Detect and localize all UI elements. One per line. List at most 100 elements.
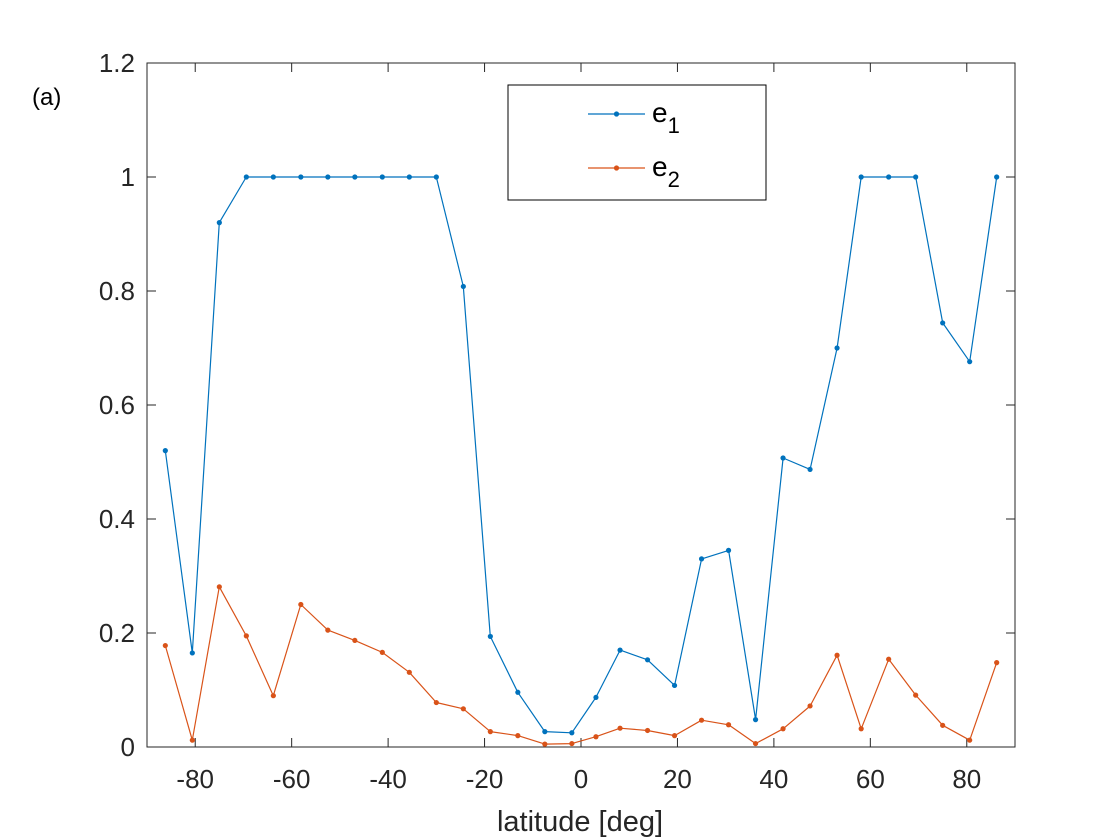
data-point bbox=[216, 220, 222, 226]
data-point bbox=[617, 725, 623, 731]
data-point bbox=[542, 729, 548, 735]
data-point bbox=[162, 642, 168, 649]
data-point bbox=[298, 174, 304, 180]
y-tick-label: 1 bbox=[121, 162, 135, 192]
series-layer bbox=[162, 174, 1000, 747]
y-tick-label: 0.8 bbox=[99, 276, 135, 306]
data-point bbox=[834, 652, 840, 658]
x-tick-label: 80 bbox=[952, 764, 981, 794]
data-point bbox=[994, 174, 1000, 180]
data-point bbox=[725, 722, 732, 728]
x-tick-label: 0 bbox=[574, 764, 588, 794]
series-e2 bbox=[162, 584, 1000, 747]
data-point bbox=[940, 722, 946, 728]
x-tick-label: -20 bbox=[466, 764, 504, 794]
data-point bbox=[593, 694, 599, 701]
data-point bbox=[433, 174, 439, 180]
data-point bbox=[967, 737, 973, 743]
series-line bbox=[164, 176, 998, 734]
data-point bbox=[752, 717, 759, 723]
y-tick-label: 0.4 bbox=[99, 504, 135, 534]
legend-entry: e2 bbox=[652, 151, 680, 192]
data-point bbox=[189, 737, 195, 743]
panel-label: (a) bbox=[32, 84, 61, 111]
y-tick-label: 1.2 bbox=[99, 48, 135, 78]
data-point bbox=[780, 726, 786, 732]
data-point bbox=[913, 692, 919, 698]
data-point bbox=[406, 174, 412, 180]
data-point bbox=[834, 345, 840, 351]
y-ticks: 0 0.2 0.4 0.6 0.8 1 1.2 bbox=[99, 48, 1015, 762]
data-point bbox=[780, 455, 786, 461]
data-point bbox=[487, 729, 493, 735]
x-tick-label: 40 bbox=[759, 764, 788, 794]
x-axis-label: latitude [deg] bbox=[497, 806, 663, 838]
y-tick-label: 0.6 bbox=[99, 390, 135, 420]
data-point bbox=[807, 703, 813, 709]
y-tick-label: 0.2 bbox=[99, 618, 135, 648]
legend-swatch-marker bbox=[613, 165, 620, 171]
legend-entry-name: e bbox=[652, 97, 668, 128]
legend-entry-subscript: 1 bbox=[668, 113, 680, 138]
data-point bbox=[515, 689, 521, 695]
data-point bbox=[379, 649, 385, 655]
legend-entry-subscript: 2 bbox=[668, 167, 680, 192]
data-point bbox=[487, 633, 493, 640]
data-point bbox=[379, 174, 385, 180]
data-point bbox=[967, 359, 973, 365]
legend-box bbox=[507, 84, 767, 201]
data-point bbox=[406, 669, 412, 675]
data-point bbox=[325, 174, 331, 180]
data-point bbox=[858, 726, 864, 732]
data-point bbox=[858, 174, 864, 180]
data-point bbox=[671, 733, 678, 739]
data-point bbox=[644, 657, 651, 663]
data-point bbox=[569, 740, 575, 747]
data-point bbox=[752, 740, 759, 747]
x-ticks: -80 -60 -40 -20 0 20 40 60 80 bbox=[176, 63, 981, 794]
legend-entry: e1 bbox=[652, 97, 680, 138]
data-point bbox=[569, 730, 575, 736]
data-point bbox=[940, 320, 946, 326]
data-point bbox=[460, 283, 466, 290]
x-tick-label: -80 bbox=[176, 764, 214, 794]
data-point bbox=[352, 174, 358, 180]
data-point bbox=[270, 174, 276, 180]
data-point bbox=[807, 466, 813, 473]
data-point bbox=[216, 584, 222, 590]
data-point bbox=[460, 706, 466, 712]
x-tick-label: 20 bbox=[663, 764, 692, 794]
data-point bbox=[515, 733, 521, 739]
data-point bbox=[886, 174, 892, 180]
data-point bbox=[886, 656, 892, 662]
data-point bbox=[698, 556, 705, 562]
series-e1 bbox=[162, 174, 1000, 736]
series-line bbox=[164, 586, 998, 745]
data-point bbox=[913, 174, 919, 180]
legend-entry-name: e bbox=[652, 151, 668, 182]
data-point bbox=[542, 741, 548, 747]
data-point bbox=[994, 660, 1000, 666]
x-tick-label: 60 bbox=[856, 764, 885, 794]
legend-swatch-marker bbox=[613, 111, 620, 117]
data-point bbox=[698, 717, 705, 723]
data-point bbox=[617, 647, 623, 653]
data-point bbox=[644, 727, 651, 734]
data-point bbox=[243, 174, 249, 180]
x-tick-label: -60 bbox=[273, 764, 311, 794]
data-point bbox=[593, 734, 599, 740]
data-point bbox=[189, 650, 195, 656]
x-tick-label: -40 bbox=[369, 764, 407, 794]
data-point bbox=[298, 601, 304, 608]
y-tick-label: 0 bbox=[121, 732, 135, 762]
data-point bbox=[433, 699, 439, 706]
data-point bbox=[162, 448, 168, 454]
data-point bbox=[671, 682, 678, 689]
data-point bbox=[325, 627, 331, 633]
data-point bbox=[352, 637, 358, 644]
data-point bbox=[270, 693, 276, 699]
data-point bbox=[725, 547, 732, 553]
data-point bbox=[243, 633, 249, 639]
